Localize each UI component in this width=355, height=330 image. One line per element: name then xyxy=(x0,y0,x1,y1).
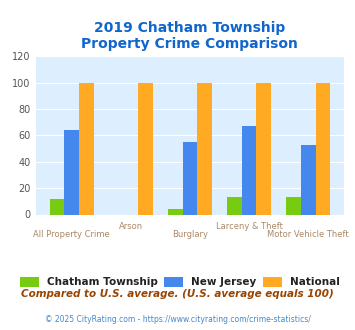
Bar xyxy=(50,199,64,214)
Bar xyxy=(316,82,330,214)
Bar xyxy=(256,82,271,214)
Text: Compared to U.S. average. (U.S. average equals 100): Compared to U.S. average. (U.S. average … xyxy=(21,289,334,299)
Text: Arson: Arson xyxy=(119,222,143,231)
Legend: Chatham Township, New Jersey, National: Chatham Township, New Jersey, National xyxy=(16,273,344,292)
Text: Larceny & Theft: Larceny & Theft xyxy=(215,222,283,231)
Bar xyxy=(197,82,212,214)
Text: Motor Vehicle Theft: Motor Vehicle Theft xyxy=(267,230,349,239)
Text: © 2025 CityRating.com - https://www.cityrating.com/crime-statistics/: © 2025 CityRating.com - https://www.city… xyxy=(45,315,310,324)
Bar xyxy=(242,126,256,214)
Text: All Property Crime: All Property Crime xyxy=(33,230,110,239)
Bar xyxy=(182,142,197,214)
Bar xyxy=(286,197,301,215)
Bar xyxy=(168,209,182,214)
Bar xyxy=(64,130,79,214)
Bar xyxy=(79,82,94,214)
Bar xyxy=(301,145,316,214)
Bar xyxy=(138,82,153,214)
Title: 2019 Chatham Township
Property Crime Comparison: 2019 Chatham Township Property Crime Com… xyxy=(82,20,298,51)
Bar xyxy=(227,197,242,215)
Text: Burglary: Burglary xyxy=(172,230,208,239)
